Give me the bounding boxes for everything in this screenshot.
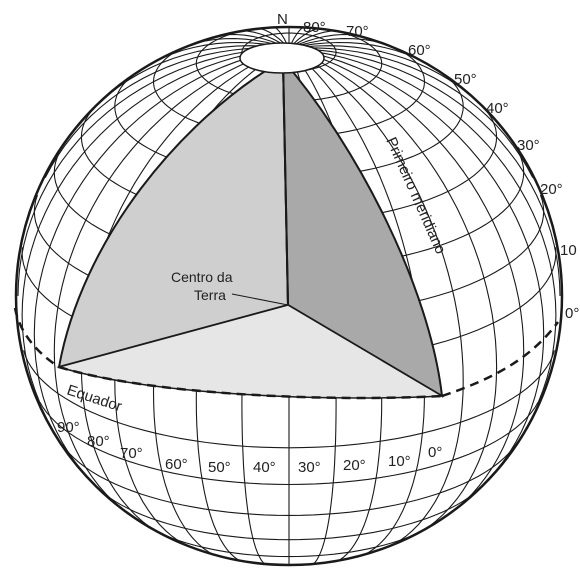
meridian-line bbox=[288, 48, 464, 551]
latitude-label-60: 60° bbox=[408, 42, 431, 59]
center-label-line1: Centro da bbox=[171, 269, 233, 285]
longitude-label-20: 20° bbox=[343, 457, 366, 474]
equator-line-front bbox=[58, 365, 443, 400]
longitude-label-80: 80° bbox=[87, 433, 110, 450]
meridian-line bbox=[288, 48, 498, 539]
meridian-line bbox=[288, 48, 545, 473]
latitude-label-50: 50° bbox=[454, 71, 477, 88]
longitude-label-40: 40° bbox=[253, 459, 276, 476]
longitude-label-60: 60° bbox=[165, 456, 188, 473]
latitude-label-20: 20° bbox=[540, 181, 563, 198]
meridian-line bbox=[21, 48, 290, 403]
longitude-label-10: 10° bbox=[388, 453, 411, 470]
north-label: N bbox=[277, 11, 288, 28]
longitude-label-70: 70° bbox=[120, 445, 143, 462]
meridian-line bbox=[17, 48, 290, 297]
globe-outline bbox=[14, 25, 564, 567]
latitude-label-40: 40° bbox=[486, 100, 509, 117]
meridian-line bbox=[44, 47, 290, 179]
cutaway-section bbox=[56, 57, 445, 399]
meridian-line bbox=[33, 48, 290, 473]
center-label-line2: Terra bbox=[194, 287, 226, 303]
meridian-line bbox=[288, 47, 534, 179]
latitude-label-30: 30° bbox=[517, 137, 540, 154]
axis-line bbox=[282, 59, 289, 306]
longitude-label-50: 50° bbox=[208, 459, 231, 476]
equator-line-right bbox=[441, 321, 560, 398]
section-face-left bbox=[57, 58, 290, 369]
center-leader-line bbox=[231, 293, 289, 306]
longitude-label-0: 0° bbox=[428, 444, 442, 461]
latitude-label-0: 0° bbox=[565, 305, 579, 322]
north-pole-cap bbox=[239, 42, 325, 74]
meridian-line bbox=[288, 48, 525, 518]
longitude-label-90: 90° bbox=[57, 419, 80, 436]
meridian-line bbox=[288, 27, 309, 49]
latitude-label-10: 10 bbox=[560, 242, 577, 259]
latitude-label-70: 70° bbox=[346, 23, 369, 40]
longitude-label-30: 30° bbox=[298, 459, 321, 476]
latitude-label-80: 80° bbox=[303, 19, 326, 36]
meridian-line bbox=[269, 27, 290, 49]
section-face-right bbox=[281, 57, 444, 398]
meridian-line bbox=[53, 48, 290, 518]
meridian-line bbox=[288, 48, 561, 297]
